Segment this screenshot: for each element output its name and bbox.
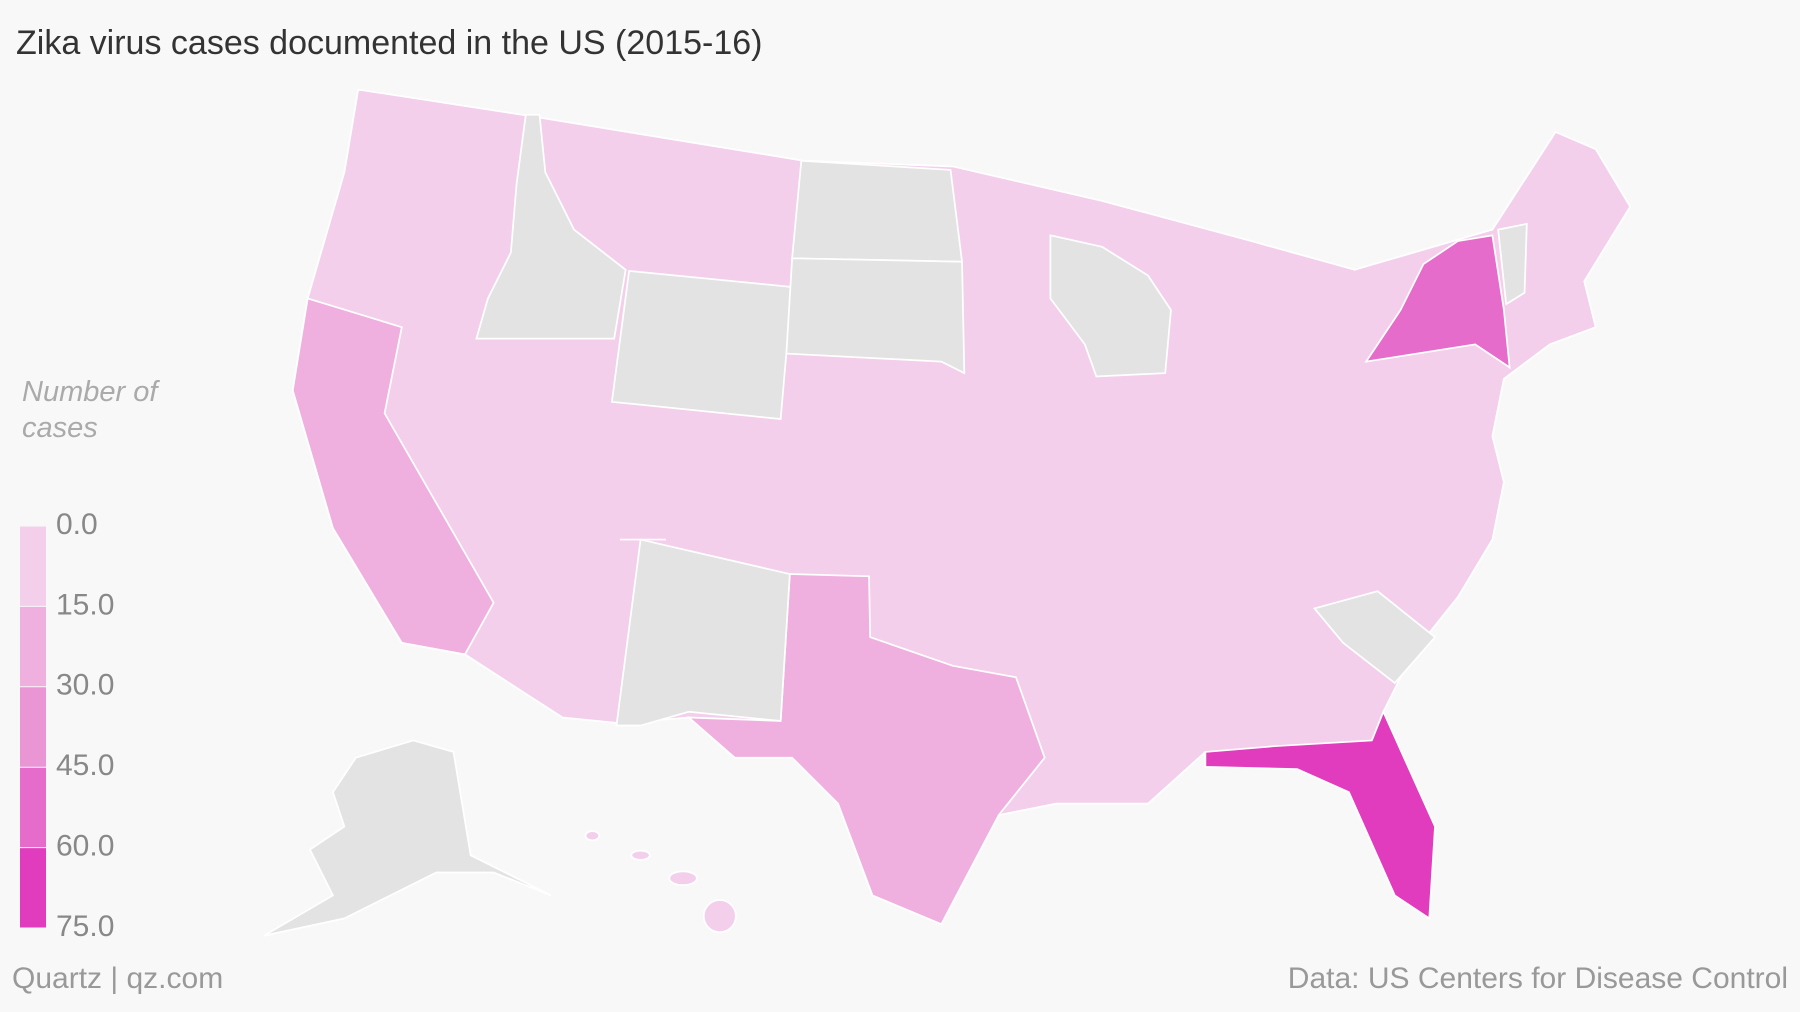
state <box>584 830 601 842</box>
legend-swatch <box>20 767 46 848</box>
state <box>630 849 651 861</box>
legend-title: Number of cases <box>22 376 158 444</box>
state <box>702 899 737 934</box>
title: Zika virus cases documented in the US (2… <box>16 24 763 62</box>
legend-swatch <box>20 606 46 687</box>
legend-tick-label: 0.0 <box>56 508 98 541</box>
legend-tick-label: 75.0 <box>56 910 114 943</box>
state <box>791 159 964 263</box>
states <box>263 88 1632 937</box>
footer-source: Quartz | qz.com <box>12 962 224 995</box>
state <box>1204 709 1436 920</box>
legend-tick-label: 30.0 <box>56 669 114 702</box>
state <box>1497 222 1528 306</box>
state <box>610 269 794 420</box>
state <box>291 297 495 656</box>
state <box>263 739 552 937</box>
state <box>686 573 1046 926</box>
state <box>475 113 627 340</box>
state <box>1312 590 1437 685</box>
legend-tick-label: 45.0 <box>56 749 114 782</box>
legend-swatch <box>20 686 46 768</box>
legend-tick-label: 15.0 <box>56 588 114 621</box>
legend-swatch <box>20 847 46 928</box>
state <box>615 538 791 727</box>
state <box>668 870 698 886</box>
state <box>785 257 966 375</box>
state <box>1049 234 1172 378</box>
legend-tick-label: 60.0 <box>56 830 114 863</box>
legend-swatch <box>20 526 46 607</box>
footer-credit: Data: US Centers for Disease Control <box>1287 962 1788 995</box>
state <box>1364 234 1511 370</box>
